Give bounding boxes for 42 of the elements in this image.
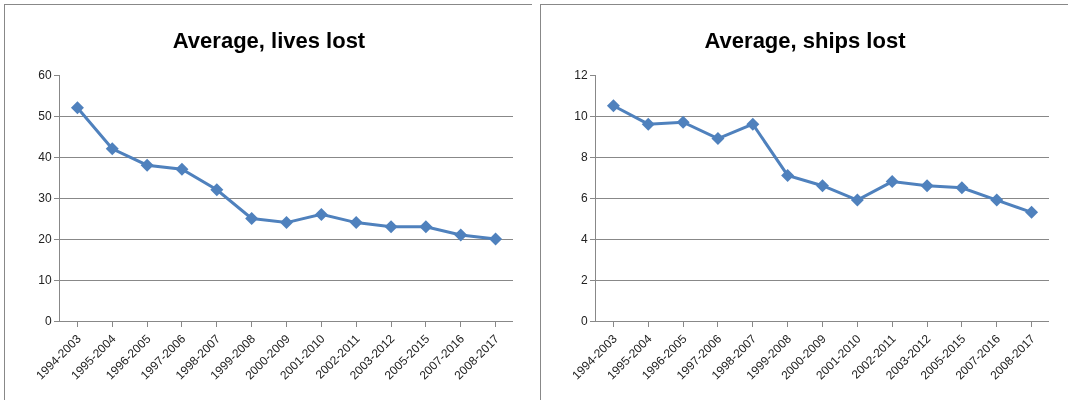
point: [641, 117, 655, 131]
y-tick-label: 4: [580, 232, 588, 247]
point: [105, 142, 119, 156]
point: [606, 99, 620, 113]
y-tick-label: 12: [574, 68, 588, 83]
point: [885, 175, 899, 189]
point: [1025, 205, 1039, 219]
point: [489, 232, 503, 246]
point: [746, 117, 760, 131]
point: [280, 216, 293, 230]
point: [676, 115, 690, 129]
y-tick-label: 8: [580, 150, 588, 165]
point: [454, 228, 468, 242]
point: [850, 193, 864, 207]
point: [419, 220, 433, 234]
point: [816, 179, 829, 193]
chart-title: Average, lives lost: [172, 28, 366, 54]
point: [349, 216, 363, 230]
y-tick-label: 2: [580, 273, 588, 288]
y-tick-label: 30: [38, 191, 52, 206]
point: [384, 220, 398, 234]
point: [920, 179, 934, 193]
y-tick-label: 20: [38, 232, 52, 247]
point: [245, 212, 259, 225]
y-tick-label: 0: [44, 314, 52, 329]
point: [314, 207, 328, 221]
y-tick-label: 50: [38, 109, 52, 124]
y-tick-label: 6: [580, 191, 588, 206]
chart-title: Average, ships lost: [704, 28, 907, 54]
y-tick-label: 40: [38, 150, 52, 165]
point: [140, 158, 154, 172]
point: [70, 101, 84, 115]
point: [175, 162, 189, 176]
y-tick-label: 10: [38, 273, 52, 288]
point: [711, 132, 725, 146]
y-tick-label: 10: [574, 109, 588, 124]
point: [210, 183, 224, 197]
point: [955, 181, 969, 195]
point: [781, 168, 795, 182]
y-tick-label: 60: [38, 68, 52, 83]
point: [990, 193, 1004, 207]
y-tick-label: 0: [580, 314, 588, 329]
